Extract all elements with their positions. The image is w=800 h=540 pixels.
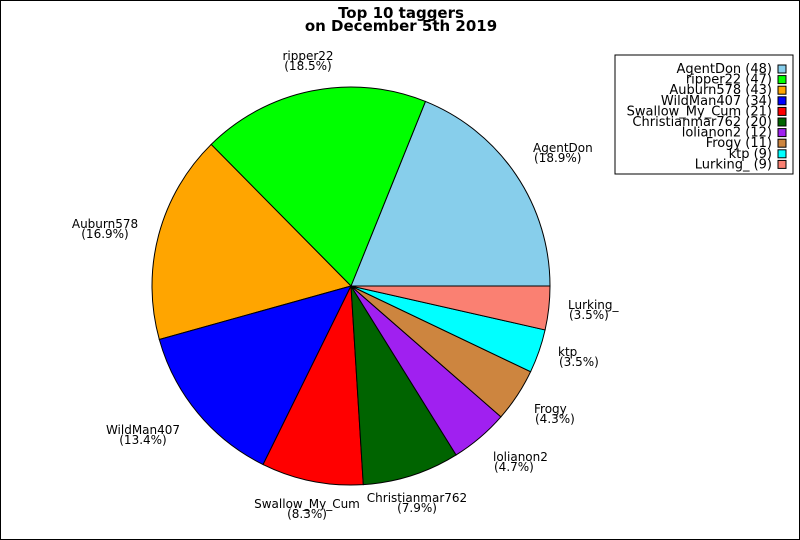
pie-slice-christianmar762 (350, 285, 457, 486)
pie-slice-swallow-my-cum (262, 284, 364, 486)
legend-entry-label: lolianon2 (12) (682, 126, 772, 141)
legend-swatch (777, 96, 787, 106)
legend-swatch (777, 149, 787, 159)
slice-label-percent: (3.5%) (569, 308, 609, 322)
slice-label-name: ktp (558, 345, 577, 359)
legend-entry-label: ktp (9) (729, 147, 772, 162)
legend-swatch (777, 75, 787, 85)
legend-swatch (777, 64, 787, 74)
slice-label-name: Auburn578 (72, 217, 138, 231)
legend-swatch (777, 159, 787, 169)
legend-entry-label: ripper22 (47) (686, 73, 772, 88)
slice-label-percent: (13.4%) (119, 433, 166, 447)
chart-subtitle: on December 5th 2019 (305, 17, 497, 35)
slice-label-percent: (7.9%) (397, 501, 437, 515)
chart-title: Top 10 taggers (338, 4, 464, 22)
legend-entry-label: WildMan407 (34) (661, 94, 772, 109)
pie-slices (151, 86, 551, 486)
legend-entry-label: Frogy (11) (706, 136, 772, 151)
pie-slice-agentdon (350, 100, 551, 287)
legend-swatch (777, 128, 787, 138)
slice-label-percent: (3.5%) (559, 355, 599, 369)
slice-label-percent: (18.5%) (284, 59, 331, 73)
slice-label-name: ripper22 (282, 49, 333, 63)
slice-label-name: Swallow_My_Cum (254, 497, 360, 511)
legend-swatch (777, 138, 787, 148)
pie-slice-lurking- (350, 285, 551, 331)
slice-label-name: Christianmar762 (367, 491, 467, 505)
slice-label-name: Lurking_ (568, 298, 620, 312)
slice-label-percent: (4.3%) (535, 412, 575, 426)
slice-label-name: Frogy (534, 402, 567, 416)
pie-slice-auburn578 (151, 143, 352, 341)
legend-entry-label: Lurking_ (9) (695, 157, 772, 172)
legend-entry-label: Auburn578 (43) (669, 83, 772, 98)
legend-box (614, 54, 794, 175)
slice-label-name: AgentDon (533, 141, 593, 155)
legend: AgentDon (48)ripper22 (47)Auburn578 (43)… (614, 54, 794, 175)
slice-label-name: lolianon2 (493, 450, 548, 464)
pie-slice-ripper22 (210, 86, 427, 287)
pie-slice-wildman407 (158, 285, 352, 466)
legend-entry-label: Christianmar762 (20) (632, 115, 772, 130)
legend-swatch (777, 106, 787, 116)
slice-label-percent: (8.3%) (287, 507, 327, 521)
slice-label-percent: (4.7%) (494, 460, 534, 474)
legend-entry-label: AgentDon (48) (676, 62, 772, 77)
legend-swatch (777, 117, 787, 127)
slice-label-percent: (18.9%) (534, 151, 581, 165)
legend-swatch (777, 85, 787, 95)
slice-label-percent: (16.9%) (81, 227, 128, 241)
legend-entry-label: Swallow_My_Cum (21) (627, 104, 772, 119)
slice-label-name: WildMan407 (106, 423, 180, 437)
pie-labels: AgentDon(18.9%)ripper22(18.5%)Auburn578(… (72, 49, 620, 521)
